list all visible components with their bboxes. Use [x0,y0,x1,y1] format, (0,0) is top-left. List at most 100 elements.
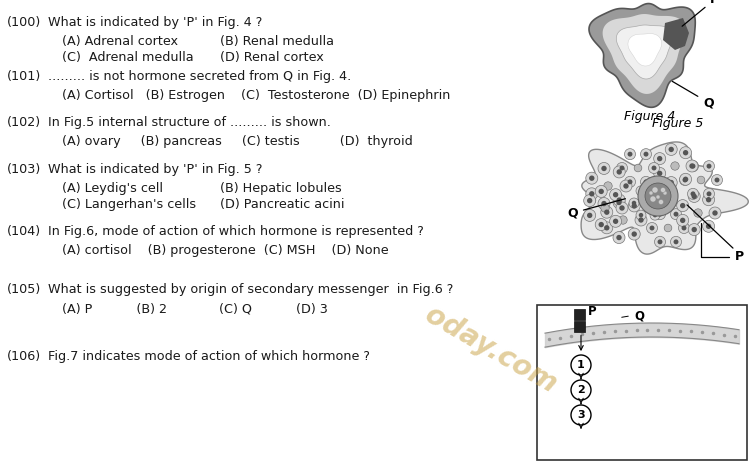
Circle shape [598,197,610,210]
Bar [574,321,585,332]
Circle shape [619,216,627,224]
Circle shape [604,182,612,190]
Text: (A) Cortisol   (B) Estrogen    (C)  Testosterone  (D) Epinephrin: (A) Cortisol (B) Estrogen (C) Testostero… [62,89,450,102]
Text: Q: Q [567,199,625,219]
Circle shape [636,186,646,196]
Circle shape [584,209,596,221]
Circle shape [656,195,660,199]
Text: (A) Leydig's cell: (A) Leydig's cell [62,182,163,195]
Circle shape [627,152,633,157]
Circle shape [689,163,695,168]
Polygon shape [628,34,662,66]
Circle shape [641,176,651,187]
Polygon shape [589,4,695,107]
Text: What is indicated by 'P' in Fig. 4 ?: What is indicated by 'P' in Fig. 4 ? [48,16,262,29]
Circle shape [654,153,666,165]
Text: (106): (106) [7,350,41,363]
Circle shape [653,189,657,193]
Circle shape [703,161,715,172]
Circle shape [677,214,689,227]
Circle shape [586,188,598,200]
Circle shape [613,219,618,224]
Circle shape [670,236,681,248]
Circle shape [639,217,644,223]
Circle shape [683,150,688,155]
Circle shape [632,231,637,237]
Text: (101): (101) [7,70,41,83]
Circle shape [644,179,648,184]
Text: Figure 4: Figure 4 [624,110,675,123]
Circle shape [620,166,624,170]
Circle shape [712,210,718,216]
Circle shape [571,405,591,425]
Circle shape [680,203,685,208]
Circle shape [663,191,667,195]
Circle shape [715,177,719,183]
Circle shape [601,222,613,234]
Text: (A) Adrenal cortex: (A) Adrenal cortex [62,35,178,48]
Circle shape [610,189,621,201]
Circle shape [657,239,663,244]
Circle shape [712,175,722,185]
Circle shape [617,197,622,203]
Circle shape [709,207,721,219]
Circle shape [671,162,679,170]
Text: Figure 5: Figure 5 [652,117,704,130]
Circle shape [601,206,613,218]
Circle shape [641,149,651,160]
Circle shape [688,190,700,203]
Circle shape [691,191,696,197]
Text: (D) Pancreatic acini: (D) Pancreatic acini [220,198,345,211]
Circle shape [624,176,636,187]
Text: In Fig.5 internal structure of ......... is shown.: In Fig.5 internal structure of .........… [48,116,331,129]
Circle shape [627,179,633,184]
Text: P: P [682,0,719,26]
Circle shape [616,202,628,214]
Circle shape [648,162,660,174]
Text: (B) Renal medulla: (B) Renal medulla [220,35,334,48]
Text: ......... is not hormone secreted from Q in Fig. 4.: ......... is not hormone secreted from Q… [48,70,351,83]
Circle shape [599,222,604,227]
Circle shape [665,176,677,189]
Text: 3: 3 [578,410,585,420]
Circle shape [657,156,663,161]
Circle shape [677,200,689,212]
Circle shape [703,188,715,199]
Circle shape [679,175,691,185]
Circle shape [616,235,622,240]
Circle shape [681,226,687,230]
Circle shape [620,180,632,192]
Circle shape [616,200,622,205]
Circle shape [604,225,609,231]
Circle shape [657,198,667,208]
Circle shape [678,222,690,234]
Circle shape [670,209,681,219]
Circle shape [653,213,657,217]
Circle shape [645,199,651,206]
Polygon shape [581,142,748,254]
Circle shape [571,380,591,400]
Circle shape [680,173,691,185]
Circle shape [613,194,625,206]
Text: (C) Langerhan's cells: (C) Langerhan's cells [62,198,196,211]
Circle shape [673,239,678,244]
Text: (A) ovary     (B) pancreas     (C) testis          (D)  thyroid: (A) ovary (B) pancreas (C) testis (D) th… [62,135,413,148]
Circle shape [602,166,607,171]
Circle shape [604,210,609,215]
Circle shape [660,188,666,192]
Circle shape [610,215,621,227]
Circle shape [589,176,594,181]
Circle shape [680,218,685,223]
Circle shape [617,169,622,175]
Polygon shape [602,14,686,94]
Circle shape [660,201,664,205]
Text: (104): (104) [7,225,41,238]
Circle shape [649,191,653,195]
Circle shape [635,214,647,226]
Circle shape [619,205,625,211]
Circle shape [639,189,643,193]
Circle shape [598,162,610,175]
Circle shape [623,183,629,189]
Circle shape [686,160,698,172]
Circle shape [657,212,663,217]
